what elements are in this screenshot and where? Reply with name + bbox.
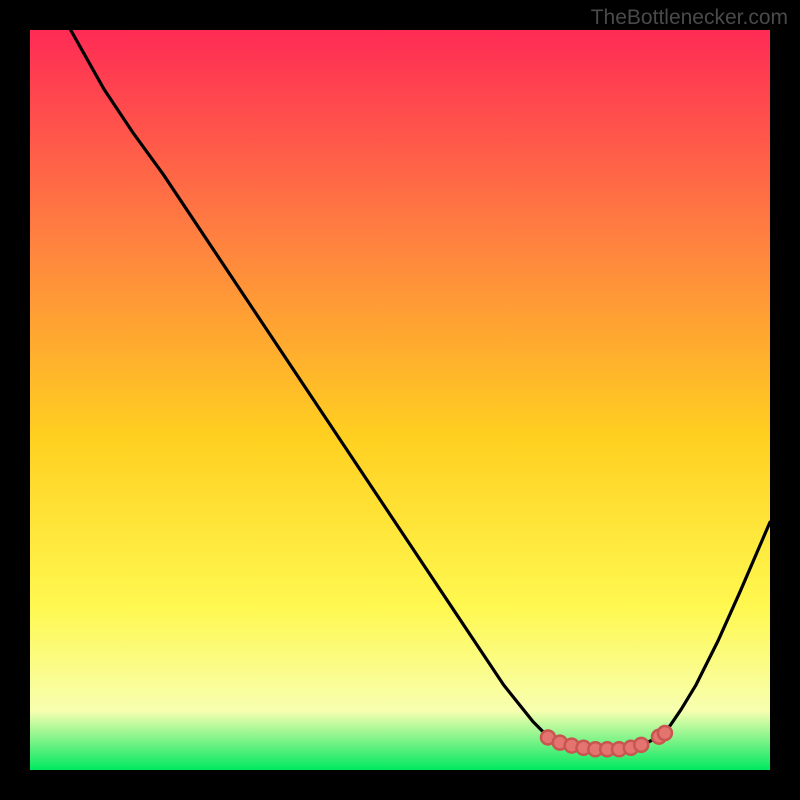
gradient-background [30,30,770,770]
watermark-text: TheBottlenecker.com [591,6,788,30]
marker-dot [658,726,672,740]
plot-area [30,30,770,770]
marker-dot [634,738,648,752]
chart-svg [30,30,770,770]
